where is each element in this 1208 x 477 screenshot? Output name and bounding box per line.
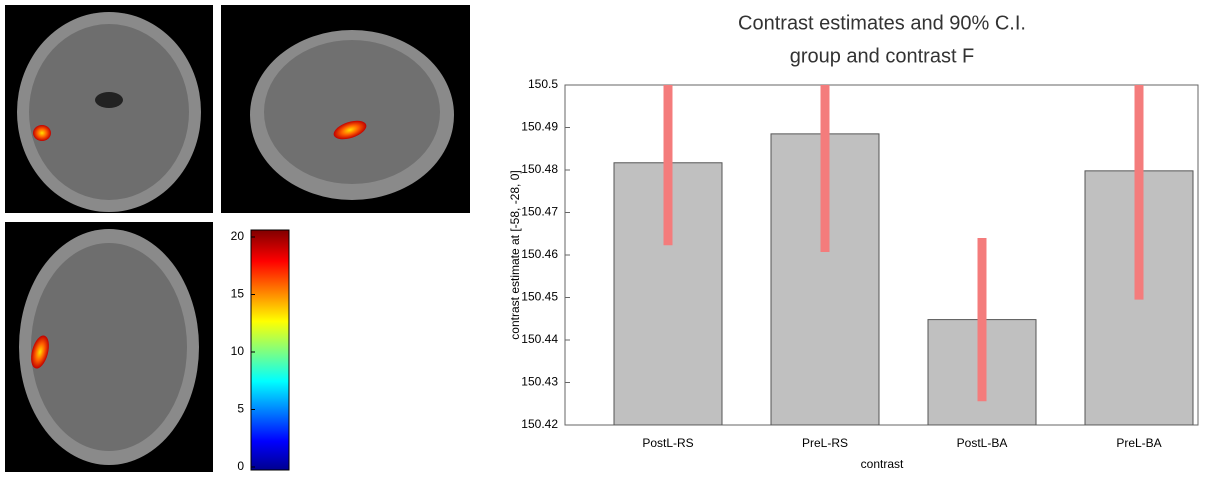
y-axis-label: contrast estimate at [-58, -28, 0]: [508, 170, 522, 339]
x-tick-label: PostL-BA: [957, 436, 1008, 450]
brain-axial: [5, 222, 213, 472]
colorbar-tick-label: 15: [231, 287, 245, 301]
y-tick-label: 150.47: [521, 205, 558, 219]
y-tick-label: 150.46: [521, 247, 558, 261]
y-tick-label: 150.45: [521, 290, 558, 304]
y-tick-label: 150.5: [528, 77, 558, 91]
chart-title: group and contrast F: [790, 45, 975, 67]
bar-chart: Contrast estimates and 90% C.I. group and…: [508, 12, 1193, 471]
screen: 0 5 10 15 20 Contrast estimates and 90% C.I.…: [0, 0, 1208, 477]
plot-area: [614, 16, 1193, 425]
colorbar-tick-label: 20: [231, 229, 245, 243]
y-tick-label: 150.43: [521, 375, 558, 389]
brain-coronal: [5, 5, 213, 213]
y-tick-label: 150.42: [521, 417, 558, 431]
colorbar-tick-label: 10: [231, 344, 245, 358]
x-axis-label: contrast: [861, 457, 904, 471]
colorbar-tick-label: 5: [237, 402, 244, 416]
y-tick-label: 150.49: [521, 120, 558, 134]
colorbar-tick-label: 0: [237, 459, 244, 473]
y-tick-label: 150.48: [521, 162, 558, 176]
y-tick-label: 150.44: [521, 332, 558, 346]
x-tick-label: PostL-RS: [642, 436, 693, 450]
brain-sagittal: [221, 5, 470, 213]
x-tick-label: PreL-BA: [1116, 436, 1161, 450]
colorbar: [251, 230, 289, 470]
chart-title: Contrast estimates and 90% C.I.: [738, 12, 1026, 34]
x-tick-label: PreL-RS: [802, 436, 848, 450]
